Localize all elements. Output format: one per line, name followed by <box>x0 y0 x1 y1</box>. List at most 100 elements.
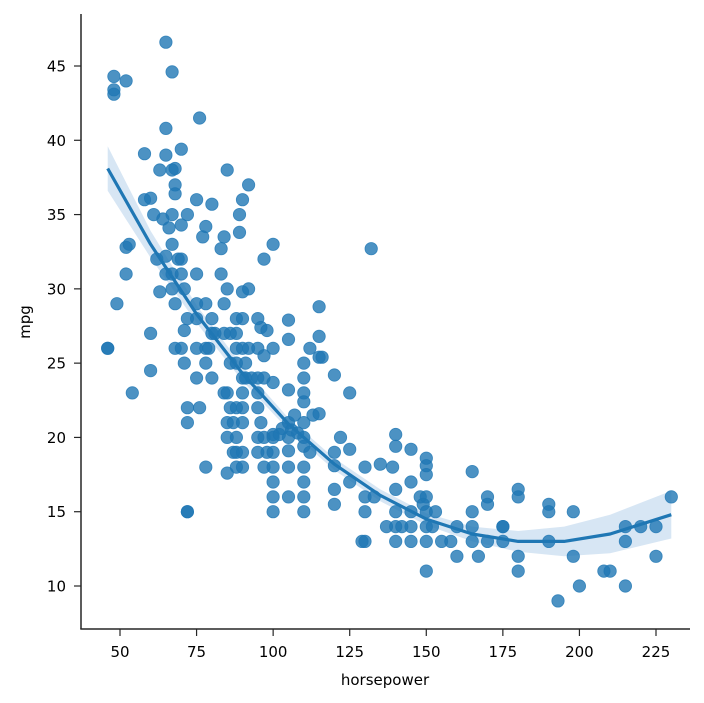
data-point <box>177 323 191 338</box>
axes: 50 75 100 125 150 175 200 225 1015202530354045 … <box>16 14 690 689</box>
data-point <box>551 594 565 608</box>
data-point <box>266 490 280 504</box>
data-point <box>266 460 280 474</box>
data-point <box>281 444 296 458</box>
data-point <box>266 505 280 519</box>
data-point <box>242 178 256 192</box>
data-point <box>281 383 296 397</box>
data-point <box>107 69 121 84</box>
x-ticks: 50 75 100 125 150 175 200 225 <box>110 629 670 661</box>
data-point <box>217 297 231 311</box>
y-tick-label: 20 <box>47 429 66 447</box>
data-point <box>257 349 271 363</box>
data-point <box>297 356 311 370</box>
y-tick-label: 10 <box>47 578 66 596</box>
y-ticks: 10 15 20 25 30 35 40 45 <box>47 58 81 596</box>
regression-line <box>106 167 672 543</box>
data-point <box>496 519 510 534</box>
data-point <box>281 490 296 504</box>
data-point <box>199 460 213 474</box>
data-point <box>465 464 479 479</box>
data-point <box>214 242 228 256</box>
data-point <box>385 460 400 474</box>
data-point <box>511 549 525 563</box>
data-point <box>220 466 234 480</box>
data-point <box>281 332 296 346</box>
data-point <box>664 490 678 504</box>
x-tick-label: 50 <box>110 643 129 661</box>
data-point <box>174 218 188 232</box>
data-point <box>199 356 213 370</box>
data-point <box>235 193 250 207</box>
data-point <box>101 341 115 355</box>
data-point <box>235 460 250 474</box>
data-point <box>190 193 204 207</box>
data-point <box>235 415 250 430</box>
data-point <box>119 267 133 281</box>
data-point <box>202 341 216 355</box>
data-point <box>174 252 188 266</box>
data-point <box>618 534 633 549</box>
data-point <box>168 161 182 176</box>
data-point <box>343 386 357 400</box>
data-point <box>297 371 311 385</box>
data-point <box>327 445 341 459</box>
data-point <box>229 326 243 340</box>
data-point <box>266 445 280 459</box>
data-point <box>303 445 317 459</box>
data-point <box>297 395 311 409</box>
y-axis-label: mpg <box>16 305 34 339</box>
data-point <box>251 401 265 415</box>
data-point <box>180 208 194 222</box>
x-tick-label: 150 <box>412 643 441 661</box>
data-point <box>144 326 158 340</box>
data-point <box>315 350 329 364</box>
data-point <box>159 148 173 162</box>
ci-band-area <box>107 146 672 557</box>
data-point <box>373 457 387 471</box>
data-point <box>205 311 219 326</box>
data-point <box>542 505 556 519</box>
x-tick-label: 175 <box>489 643 518 661</box>
data-point <box>239 356 253 370</box>
data-point <box>312 300 326 314</box>
data-point <box>419 467 433 482</box>
data-point <box>168 297 182 311</box>
data-point <box>153 285 167 299</box>
confidence-band <box>107 146 672 557</box>
data-point <box>260 323 274 338</box>
data-point <box>193 401 207 415</box>
data-point <box>428 505 443 519</box>
y-tick-label: 25 <box>47 355 66 373</box>
data-point <box>214 267 228 281</box>
data-point <box>297 490 311 504</box>
data-point <box>603 564 617 578</box>
data-point <box>254 415 268 430</box>
data-point <box>444 534 458 549</box>
data-point <box>266 237 280 251</box>
data-point <box>174 267 188 281</box>
data-point <box>125 386 139 400</box>
data-point <box>220 163 234 177</box>
data-point <box>471 549 485 563</box>
x-tick-label: 100 <box>259 643 288 661</box>
data-point <box>358 505 372 519</box>
x-tick-label: 125 <box>335 643 364 661</box>
data-point <box>165 237 179 251</box>
data-point <box>235 401 250 415</box>
data-point <box>358 460 372 474</box>
data-point <box>174 341 188 355</box>
data-point <box>199 219 213 234</box>
data-point <box>649 549 663 563</box>
data-point <box>165 208 179 222</box>
data-point <box>419 564 433 578</box>
data-point <box>266 475 280 489</box>
data-point <box>242 282 256 296</box>
data-point <box>232 225 247 239</box>
data-point <box>168 187 182 201</box>
data-point <box>389 427 403 442</box>
x-tick-label: 200 <box>565 643 594 661</box>
data-point <box>327 497 341 511</box>
y-tick-label: 35 <box>47 206 66 224</box>
